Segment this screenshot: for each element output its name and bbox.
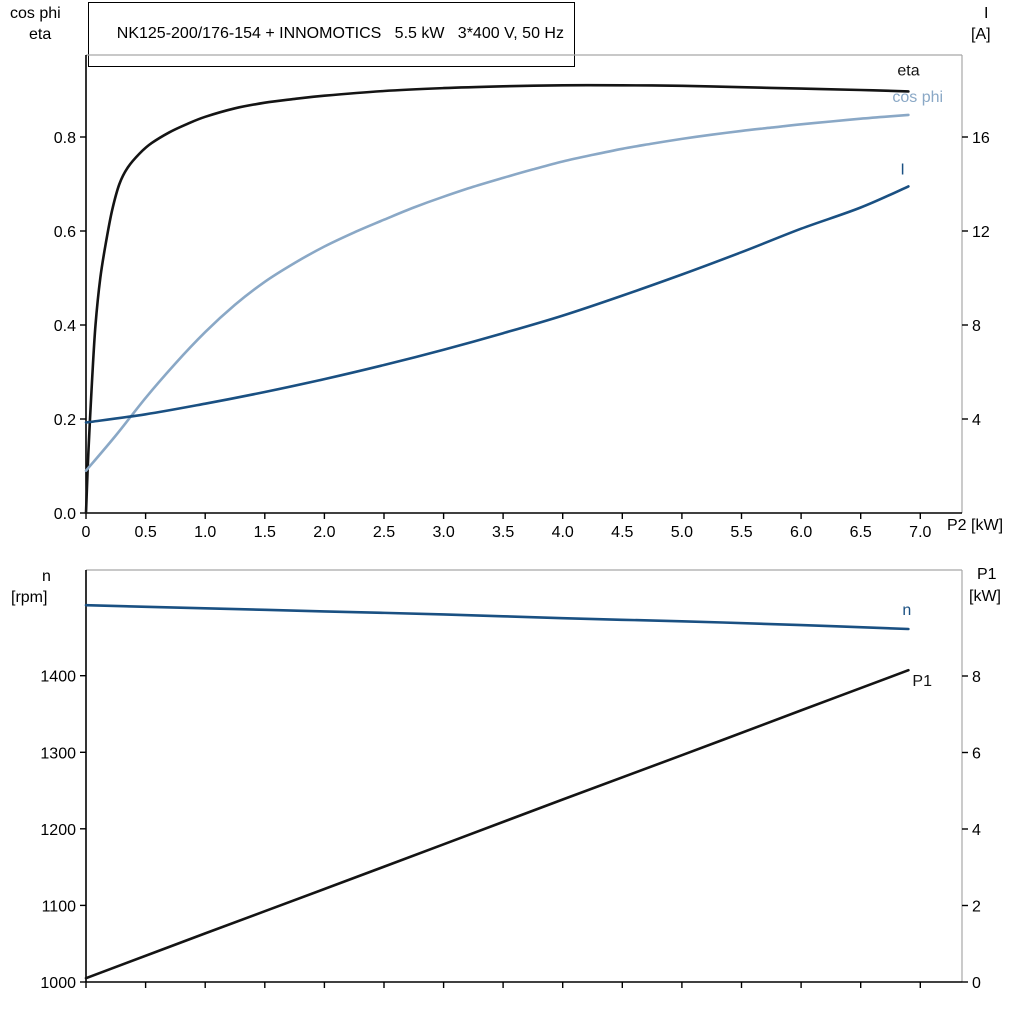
curve-P1 [84,668,910,980]
svg-text:6.5: 6.5 [850,524,872,541]
svg-text:4.0: 4.0 [552,524,574,541]
svg-text:P1: P1 [912,673,932,690]
svg-text:0.0: 0.0 [54,506,76,523]
svg-text:eta: eta [897,62,919,79]
svg-text:4: 4 [972,412,981,429]
svg-text:cos phi: cos phi [892,89,943,106]
svg-text:0.5: 0.5 [134,524,156,541]
svg-text:0.6: 0.6 [54,224,76,241]
curve-cos-phi [84,113,910,472]
svg-text:0.8: 0.8 [54,130,76,147]
svg-text:16: 16 [972,130,990,147]
svg-text:8: 8 [972,669,981,686]
svg-text:0: 0 [972,975,981,992]
axis-label-current: I [984,5,989,22]
svg-text:1000: 1000 [40,975,76,992]
chart-title: NK125-200/176-154 + INNOMOTICS 5.5 kW 3*… [116,25,564,42]
svg-text:1400: 1400 [40,669,76,686]
svg-text:5.0: 5.0 [671,524,693,541]
svg-text:8: 8 [972,318,981,335]
svg-text:3.0: 3.0 [432,524,454,541]
svg-text:12: 12 [972,224,990,241]
svg-text:1.5: 1.5 [254,524,276,541]
svg-text:0: 0 [82,524,91,541]
curve-n [84,603,910,631]
axis-label-eta: eta [29,26,52,43]
svg-text:0.2: 0.2 [54,412,76,429]
svg-text:1200: 1200 [40,822,76,839]
chart-title-box: NK125-200/176-154 + INNOMOTICS 5.5 kW 3*… [88,2,575,67]
svg-text:I: I [900,161,904,178]
axis-label-p1: P1 [977,566,997,583]
axis-label-speed: n [42,568,51,585]
svg-text:6: 6 [972,746,981,763]
axis-label-p1-unit: [kW] [969,588,1001,605]
axis-label-current-unit: [A] [971,26,991,43]
svg-text:2: 2 [972,899,981,916]
svg-text:n: n [902,602,911,619]
svg-text:0.4: 0.4 [54,318,76,335]
svg-text:1100: 1100 [42,898,77,915]
svg-text:2.5: 2.5 [373,524,395,541]
svg-text:4: 4 [972,822,981,839]
svg-text:7.0: 7.0 [909,524,931,541]
svg-text:2.0: 2.0 [313,524,335,541]
svg-text:1300: 1300 [40,745,76,762]
svg-text:1.0: 1.0 [194,524,216,541]
svg-text:3.5: 3.5 [492,524,514,541]
axis-label-cos-phi: cos phi [10,5,61,22]
svg-text:6.0: 6.0 [790,524,812,541]
svg-text:5.5: 5.5 [730,524,752,541]
curve-eta [84,83,910,515]
svg-text:4.5: 4.5 [611,524,633,541]
axis-label-p2: P2 [kW] [947,517,1004,534]
axis-label-speed-unit: [rpm] [11,589,48,606]
curve-I [84,185,910,424]
